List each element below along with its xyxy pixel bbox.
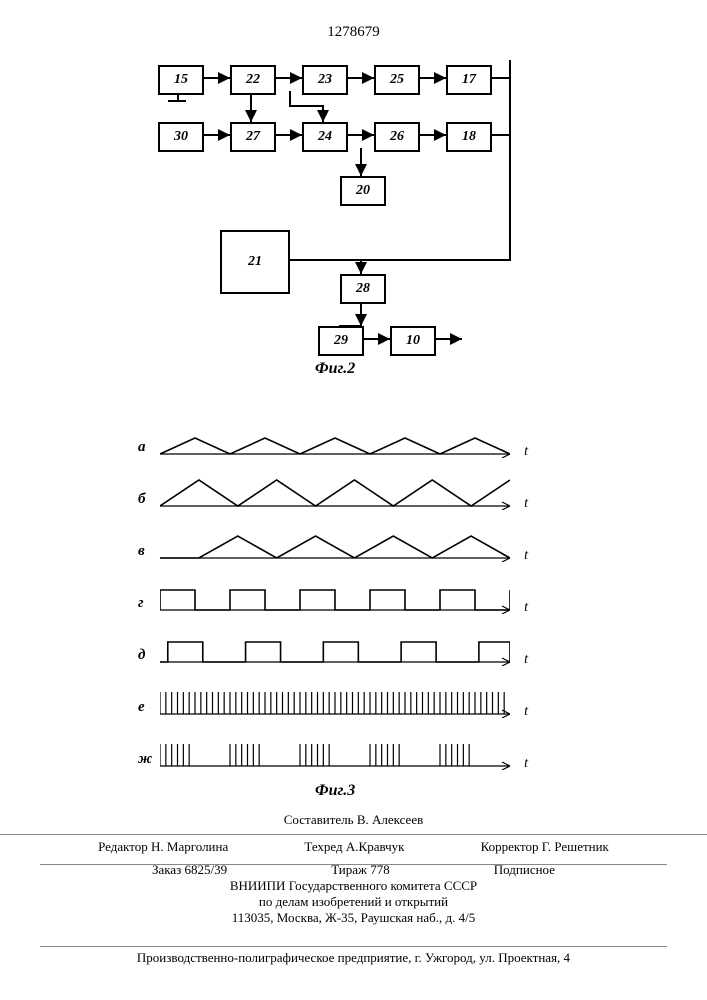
imprint-line2: ВНИИПИ Государственного комитета СССР <box>0 878 707 894</box>
timing-row-ж: жt <box>160 722 510 770</box>
row-label: а <box>138 439 146 456</box>
block-24: 24 <box>302 122 348 152</box>
row-label: д <box>138 647 145 664</box>
block-22: 22 <box>230 65 276 95</box>
block-26: 26 <box>374 122 420 152</box>
editor-text: Редактор Н. Марголина <box>98 839 228 855</box>
block-27: 27 <box>230 122 276 152</box>
fig3-caption: Фиг.3 <box>315 782 355 800</box>
row-label: г <box>138 595 144 612</box>
timing-row-а: аt <box>160 410 510 458</box>
block-10: 10 <box>390 326 436 356</box>
axis-label: t <box>524 652 528 668</box>
techred-text: Техред А.Кравчук <box>304 839 404 855</box>
timing-row-е: еt <box>160 670 510 718</box>
tirazh-text: Тираж 778 <box>331 862 390 878</box>
block-21: 21 <box>220 230 290 294</box>
figure-2: Фиг.2 10 15 17 18 20 21 22 23 24 25 26 27 28 29 30 <box>150 60 550 390</box>
row-label: е <box>138 699 145 716</box>
block-17: 17 <box>446 65 492 95</box>
axis-label: t <box>524 548 528 564</box>
corrector-text: Корректор Г. Решетник <box>481 839 609 855</box>
credits-block: Составитель В. Алексеев Редактор Н. Марг… <box>0 812 707 855</box>
axis-label: t <box>524 756 528 772</box>
block-23: 23 <box>302 65 348 95</box>
timing-row-г: гt <box>160 566 510 614</box>
imprint-line4: 113035, Москва, Ж-35, Раушская наб., д. … <box>0 910 707 926</box>
block-30: 30 <box>158 122 204 152</box>
page-number: 1278679 <box>327 24 380 41</box>
block-18: 18 <box>446 122 492 152</box>
footer-text: Производственно-полиграфическое предприя… <box>0 950 707 966</box>
block-29: 29 <box>318 326 364 356</box>
timing-row-д: дt <box>160 618 510 666</box>
timing-row-в: вt <box>160 514 510 562</box>
timing-row-б: бt <box>160 462 510 510</box>
block-25: 25 <box>374 65 420 95</box>
divider-2 <box>40 946 667 947</box>
order-text: Заказ 6825/39 <box>152 862 227 878</box>
block-20: 20 <box>340 176 386 206</box>
imprint-block: Заказ 6825/39 Тираж 778 Подписное ВНИИПИ… <box>0 862 707 926</box>
block-28: 28 <box>340 274 386 304</box>
ground-symbol <box>168 94 186 108</box>
compiler-text: Составитель В. Алексеев <box>0 812 707 828</box>
axis-label: t <box>524 600 528 616</box>
row-label: б <box>138 491 146 508</box>
imprint-line3: по делам изобретений и открытий <box>0 894 707 910</box>
block-15: 15 <box>158 65 204 95</box>
fig2-caption: Фиг.2 <box>315 360 355 378</box>
sub-text: Подписное <box>494 862 555 878</box>
row-label: в <box>138 543 145 560</box>
axis-label: t <box>524 496 528 512</box>
figure-3: Фиг.3 аtбtвtгtдtеtжt <box>160 410 560 800</box>
axis-label: t <box>524 444 528 460</box>
row-label: ж <box>138 751 152 768</box>
axis-label: t <box>524 704 528 720</box>
